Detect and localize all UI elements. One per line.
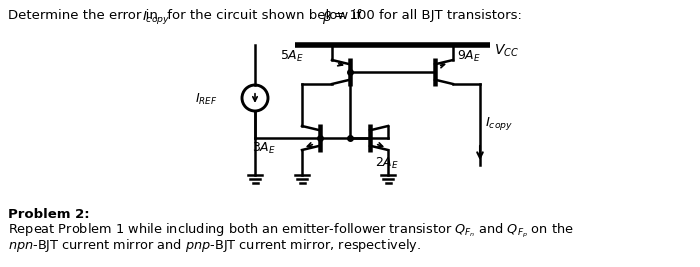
Text: Determine the error in: Determine the error in bbox=[8, 9, 162, 22]
Text: $2A_E$: $2A_E$ bbox=[375, 156, 399, 171]
Text: $\beta$: $\beta$ bbox=[322, 9, 332, 26]
Text: $9A_E$: $9A_E$ bbox=[457, 48, 481, 64]
Text: $5A_E$: $5A_E$ bbox=[280, 48, 304, 64]
Text: Repeat Problem 1 while including both an emitter-follower transistor $Q_{F_n}$ a: Repeat Problem 1 while including both an… bbox=[8, 222, 573, 240]
Text: $I_{copy}$: $I_{copy}$ bbox=[485, 116, 513, 132]
Text: for the circuit shown below if: for the circuit shown below if bbox=[163, 9, 365, 22]
Text: $\it{npn}$-BJT current mirror and $\it{pnp}$-BJT current mirror, respectively.: $\it{npn}$-BJT current mirror and $\it{p… bbox=[8, 237, 421, 254]
Text: Problem 2:: Problem 2: bbox=[8, 208, 90, 221]
Text: = 100 for all BJT transistors:: = 100 for all BJT transistors: bbox=[330, 9, 522, 22]
Text: $V_{CC}$: $V_{CC}$ bbox=[494, 43, 519, 59]
Text: $3A_E$: $3A_E$ bbox=[252, 140, 276, 156]
Text: $I_{copy}$: $I_{copy}$ bbox=[142, 9, 170, 26]
Text: $I_{REF}$: $I_{REF}$ bbox=[195, 92, 217, 107]
